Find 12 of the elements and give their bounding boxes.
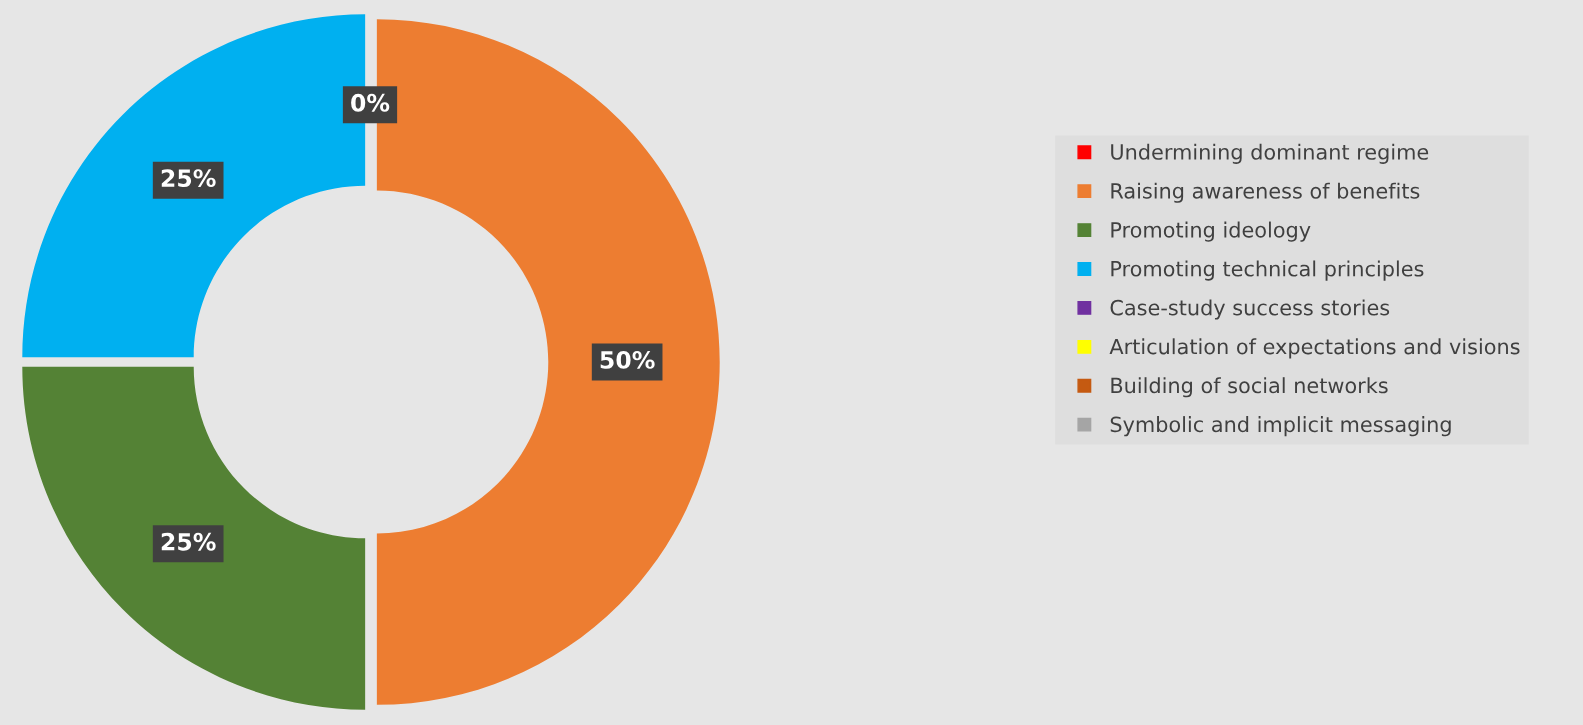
data-label: 25% bbox=[161, 169, 216, 188]
data-label: 25% bbox=[161, 532, 216, 551]
text: 0% bbox=[351, 93, 390, 112]
data-label: 50% bbox=[600, 350, 655, 369]
legend-label: Raising awareness of benefits bbox=[1111, 182, 1420, 203]
legend-label: Undermining dominant regime bbox=[1111, 143, 1429, 164]
legend-label: Articulation of expectations and visions bbox=[1109, 338, 1520, 359]
legend-label: Case-study success stories bbox=[1110, 299, 1390, 320]
legend-label: Promoting technical principles bbox=[1111, 260, 1424, 281]
legend-label: Promoting ideology bbox=[1111, 221, 1311, 242]
legend-label: Building of social networks bbox=[1111, 377, 1388, 398]
legend-label: Symbolic and implicit messaging bbox=[1110, 416, 1451, 437]
